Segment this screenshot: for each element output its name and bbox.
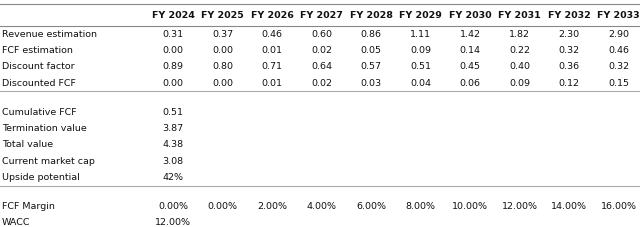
Text: FY 2030: FY 2030 <box>449 11 492 20</box>
Text: FY 2031: FY 2031 <box>498 11 541 20</box>
Text: Discounted FCF: Discounted FCF <box>2 79 76 88</box>
Text: 0.36: 0.36 <box>559 62 580 72</box>
Text: 0.00: 0.00 <box>163 79 184 88</box>
Text: FY 2032: FY 2032 <box>548 11 590 20</box>
Text: Termination value: Termination value <box>2 124 86 133</box>
Text: 0.00: 0.00 <box>212 46 233 55</box>
Text: 4.38: 4.38 <box>163 140 184 149</box>
Text: WACC: WACC <box>2 218 31 227</box>
Text: 0.60: 0.60 <box>311 30 332 39</box>
Text: FY 2033: FY 2033 <box>597 11 640 20</box>
Text: 0.45: 0.45 <box>460 62 481 72</box>
Text: 4.00%: 4.00% <box>307 202 337 211</box>
Text: Current market cap: Current market cap <box>2 157 95 166</box>
Text: 1.11: 1.11 <box>410 30 431 39</box>
Text: 0.57: 0.57 <box>360 62 381 72</box>
Text: FY 2025: FY 2025 <box>202 11 244 20</box>
Text: 0.37: 0.37 <box>212 30 233 39</box>
Text: FCF estimation: FCF estimation <box>2 46 73 55</box>
Text: 14.00%: 14.00% <box>551 202 587 211</box>
Text: 0.03: 0.03 <box>360 79 381 88</box>
Text: 0.46: 0.46 <box>608 46 629 55</box>
Text: 0.09: 0.09 <box>410 46 431 55</box>
Text: 12.00%: 12.00% <box>502 202 538 211</box>
Text: FY 2029: FY 2029 <box>399 11 442 20</box>
Text: 0.12: 0.12 <box>559 79 579 88</box>
Text: Revenue estimation: Revenue estimation <box>2 30 97 39</box>
Text: 0.00%: 0.00% <box>208 202 237 211</box>
Text: 1.42: 1.42 <box>460 30 481 39</box>
Text: 8.00%: 8.00% <box>406 202 436 211</box>
Text: 0.80: 0.80 <box>212 62 233 72</box>
Text: 0.32: 0.32 <box>559 46 580 55</box>
Text: 0.86: 0.86 <box>360 30 381 39</box>
Text: 0.00%: 0.00% <box>158 202 188 211</box>
Text: 0.04: 0.04 <box>410 79 431 88</box>
Text: 3.08: 3.08 <box>163 157 184 166</box>
Text: 0.15: 0.15 <box>608 79 629 88</box>
Text: 0.32: 0.32 <box>608 62 629 72</box>
Text: Discount factor: Discount factor <box>2 62 74 72</box>
Text: 0.46: 0.46 <box>262 30 283 39</box>
Text: 2.90: 2.90 <box>608 30 629 39</box>
Text: 0.09: 0.09 <box>509 79 530 88</box>
Text: 0.00: 0.00 <box>212 79 233 88</box>
Text: 1.82: 1.82 <box>509 30 530 39</box>
Text: Total value: Total value <box>2 140 53 149</box>
Text: 0.71: 0.71 <box>262 62 283 72</box>
Text: 0.06: 0.06 <box>460 79 481 88</box>
Text: 0.01: 0.01 <box>262 79 283 88</box>
Text: 0.40: 0.40 <box>509 62 530 72</box>
Text: 0.51: 0.51 <box>163 108 184 117</box>
Text: 16.00%: 16.00% <box>600 202 636 211</box>
Text: 0.64: 0.64 <box>311 62 332 72</box>
Text: 0.14: 0.14 <box>460 46 481 55</box>
Text: 10.00%: 10.00% <box>452 202 488 211</box>
Text: 0.89: 0.89 <box>163 62 184 72</box>
Text: 2.00%: 2.00% <box>257 202 287 211</box>
Text: 0.05: 0.05 <box>360 46 381 55</box>
Text: FY 2024: FY 2024 <box>152 11 195 20</box>
Text: FY 2026: FY 2026 <box>251 11 294 20</box>
Text: 2.30: 2.30 <box>559 30 580 39</box>
Text: 0.00: 0.00 <box>163 46 184 55</box>
Text: FY 2028: FY 2028 <box>349 11 392 20</box>
Text: 0.02: 0.02 <box>311 46 332 55</box>
Text: 6.00%: 6.00% <box>356 202 386 211</box>
Text: 42%: 42% <box>163 173 184 182</box>
Text: 0.51: 0.51 <box>410 62 431 72</box>
Text: 0.22: 0.22 <box>509 46 530 55</box>
Text: 0.01: 0.01 <box>262 46 283 55</box>
Text: 3.87: 3.87 <box>163 124 184 133</box>
Text: Upside potential: Upside potential <box>2 173 79 182</box>
Text: Cumulative FCF: Cumulative FCF <box>2 108 77 117</box>
Text: 0.31: 0.31 <box>163 30 184 39</box>
Text: FY 2027: FY 2027 <box>300 11 343 20</box>
Text: 12.00%: 12.00% <box>156 218 191 227</box>
Text: FCF Margin: FCF Margin <box>2 202 55 211</box>
Text: 0.02: 0.02 <box>311 79 332 88</box>
